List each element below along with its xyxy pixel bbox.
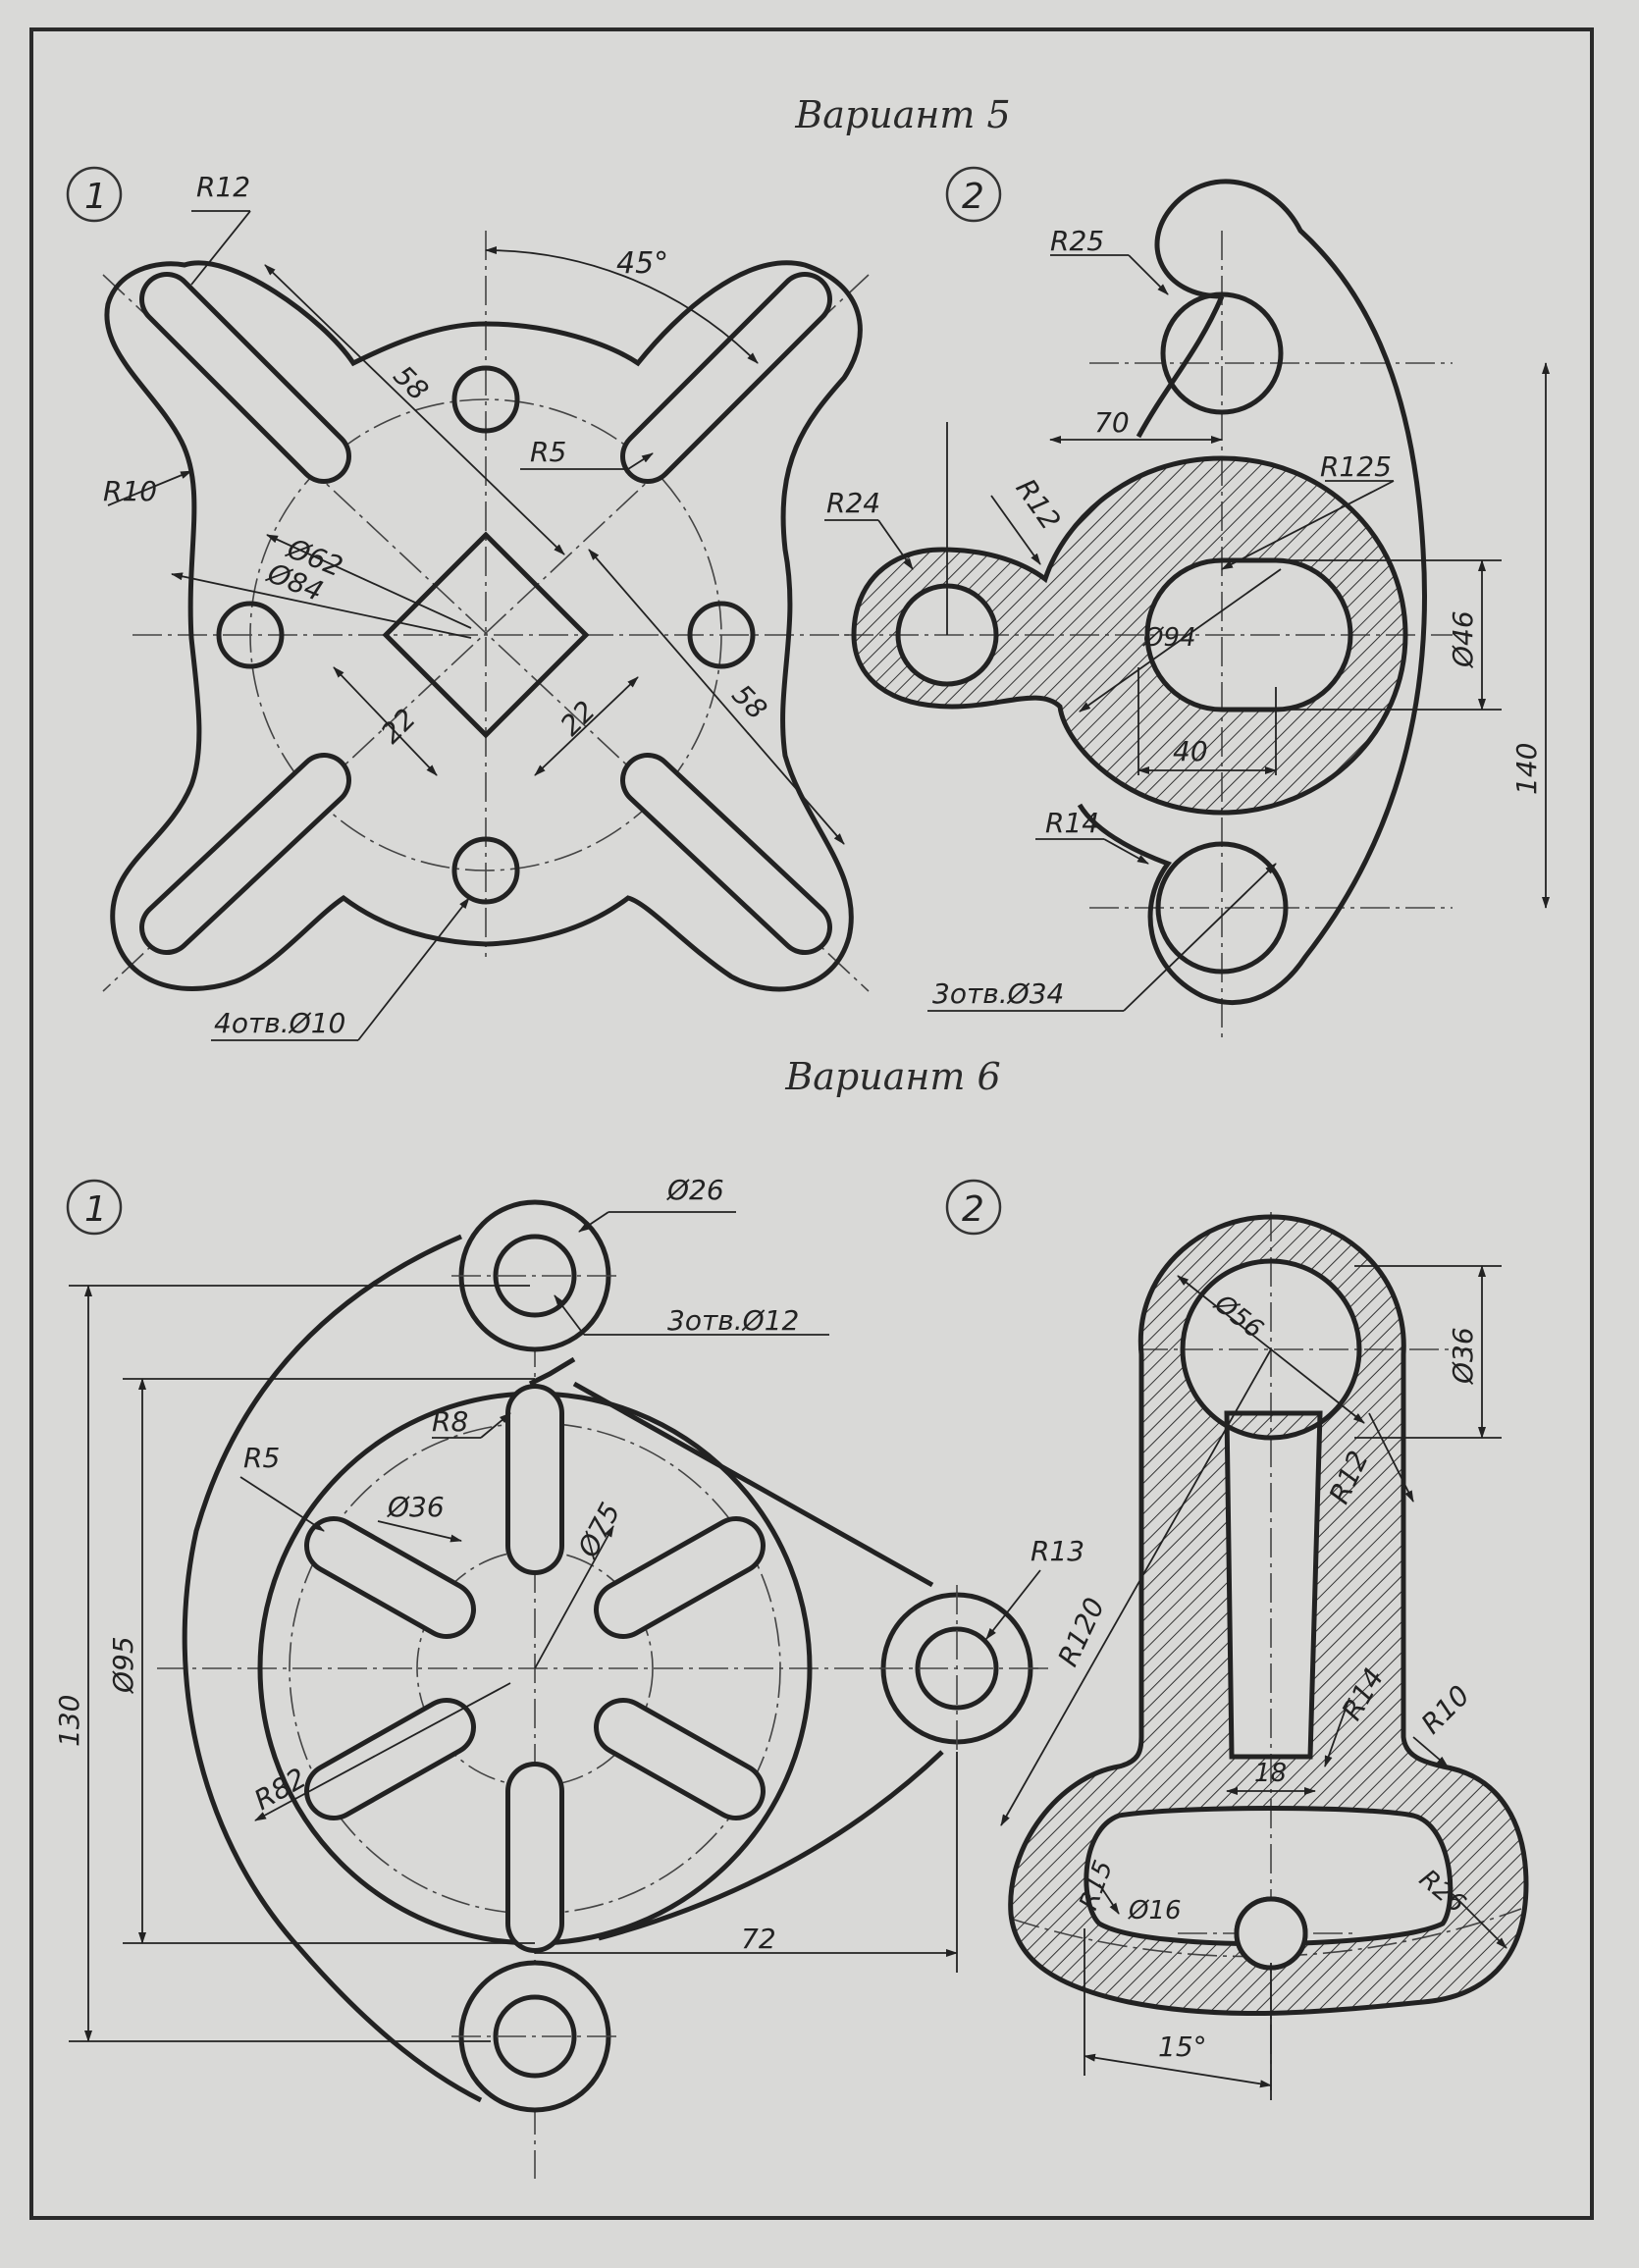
- label-d36: Ø36: [1447, 1327, 1479, 1385]
- label-d94: Ø94: [1142, 623, 1196, 653]
- label-18: 18: [1254, 1759, 1287, 1788]
- label-70: 70: [1094, 406, 1130, 439]
- label-angle-45: 45°: [616, 246, 668, 281]
- label-r8: R8: [432, 1405, 468, 1438]
- label-r5: R5: [243, 1442, 280, 1474]
- label-r25: R25: [1050, 225, 1104, 257]
- label-d46: Ø46: [1447, 610, 1479, 668]
- v5-fig2: 2: [824, 166, 1550, 1040]
- label-22-right: 22: [554, 695, 602, 743]
- variant5-title: Вариант 5: [795, 93, 1011, 136]
- fig-number: 1: [84, 1189, 107, 1230]
- fig-number: 1: [84, 177, 107, 217]
- label-r14: R14: [1045, 807, 1099, 839]
- v6-fig2: 2: [945, 1179, 1529, 2100]
- label-r125: R125: [1320, 450, 1392, 483]
- label-15-deg: 15°: [1158, 2031, 1207, 2063]
- label-140: 140: [1510, 743, 1543, 795]
- label-r13: R13: [1031, 1535, 1084, 1567]
- v5f2-outer-contour: [1077, 179, 1427, 1005]
- label-72: 72: [741, 1923, 776, 1955]
- label-r5: R5: [530, 436, 566, 468]
- label-22-left: 22: [375, 703, 423, 751]
- label-d36: Ø36: [387, 1491, 445, 1523]
- label-r12: R12: [196, 171, 250, 203]
- label-r24: R24: [826, 487, 880, 519]
- label-d16: Ø16: [1128, 1896, 1182, 1925]
- v6f1-outer-contour: [182, 1234, 483, 2103]
- label-r10: R10: [103, 475, 157, 507]
- label-d26: Ø26: [666, 1174, 724, 1206]
- label-r82: R82: [248, 1762, 311, 1817]
- v5-fig1: 1: [66, 166, 870, 1041]
- label-r10: R10: [1415, 1679, 1476, 1740]
- label-4-holes: 4отв.Ø10: [214, 1007, 345, 1039]
- variant6-title: Вариант 6: [785, 1055, 1001, 1098]
- v6-fig1: 1: [53, 1174, 1084, 2179]
- fig-number: 2: [962, 1189, 984, 1230]
- label-58-bottom: 58: [725, 678, 773, 726]
- v5f1-square: [382, 531, 590, 739]
- label-r12: R12: [1010, 473, 1068, 536]
- label-40: 40: [1173, 735, 1208, 767]
- label-58-top: 58: [387, 359, 435, 407]
- fig-number-circle: [66, 1179, 123, 1236]
- v5f2-hatched-section: [851, 455, 1408, 816]
- label-3-holes: 3отв.Ø12: [667, 1304, 799, 1337]
- label-d95: Ø95: [107, 1636, 139, 1694]
- label-130: 130: [53, 1695, 85, 1747]
- fig-number: 2: [962, 177, 984, 217]
- label-d56: Ø56: [1208, 1289, 1268, 1345]
- label-r120: R120: [1051, 1593, 1111, 1671]
- label-d75: Ø75: [571, 1498, 627, 1563]
- fig-number-circle: [945, 1179, 1002, 1236]
- label-3-holes: 3отв.Ø34: [932, 977, 1064, 1010]
- fig-number-circle: [945, 166, 1002, 223]
- fig-number-circle: [66, 166, 123, 223]
- sheet-frame: [29, 27, 1594, 2220]
